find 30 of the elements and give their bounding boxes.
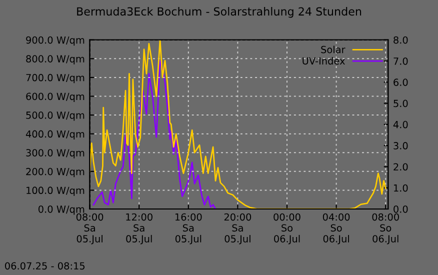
y-tick-label: 0.0 W/qm bbox=[38, 205, 84, 215]
x-tick-label: 08:00 Sa 05.Jul bbox=[76, 213, 104, 244]
x-tick-label: 04:00 So 06.Jul bbox=[322, 213, 350, 244]
x-tick-label: 08:00 So 06.Jul bbox=[372, 213, 399, 244]
y-tick-label: 500.0 W/qm bbox=[26, 112, 84, 121]
x-tick-label: 16:00 Sa 05.Jul bbox=[175, 213, 202, 244]
y-tick-label: 100.0 W/qm bbox=[26, 186, 84, 196]
y2-tick-label: 3.0 bbox=[394, 142, 408, 150]
y2-tick-label: 8.0 bbox=[394, 36, 408, 44]
y2-tick-label: 4.0 bbox=[393, 120, 408, 128]
y-tick-label: 600.0 W/qm bbox=[26, 92, 84, 102]
y-tick-label: 700.0 W/qm bbox=[26, 74, 84, 84]
chart-title: Bermuda3Eck Bochum - Solarstrahlung 24 Stunden bbox=[77, 7, 362, 18]
y2-tick-label: 6.0 bbox=[394, 78, 408, 86]
y-tick-label: 800.0 W/qm bbox=[26, 55, 84, 64]
y-tick-label: 300.0 W/qm bbox=[26, 149, 84, 158]
y-tick-label: 200.0 W/qm bbox=[26, 168, 84, 178]
y2-tick-label: 2.0 bbox=[394, 163, 408, 171]
x-tick-label: 00:00 So 06.Jul bbox=[274, 213, 300, 244]
y2-tick-label: 7.0 bbox=[394, 57, 408, 65]
y-tick-label: 900.0 W/qm bbox=[26, 36, 84, 46]
legend-label: UV-Index bbox=[302, 57, 345, 65]
x-tick-label: 20:00 Sa 05.Jul bbox=[224, 213, 252, 244]
text: 06.07.25 - 08:15 bbox=[5, 262, 85, 270]
legend-label: Solar bbox=[321, 46, 346, 54]
y-tick-label: 400.0 W/qm bbox=[26, 130, 84, 140]
y2-tick-label: 5.0 bbox=[394, 100, 408, 108]
y2-tick-label: 1.0 bbox=[394, 184, 408, 192]
x-tick-label: 12:00 Sa 05.Jul bbox=[126, 213, 152, 244]
y2-tick-label: 0.0 bbox=[394, 205, 408, 213]
